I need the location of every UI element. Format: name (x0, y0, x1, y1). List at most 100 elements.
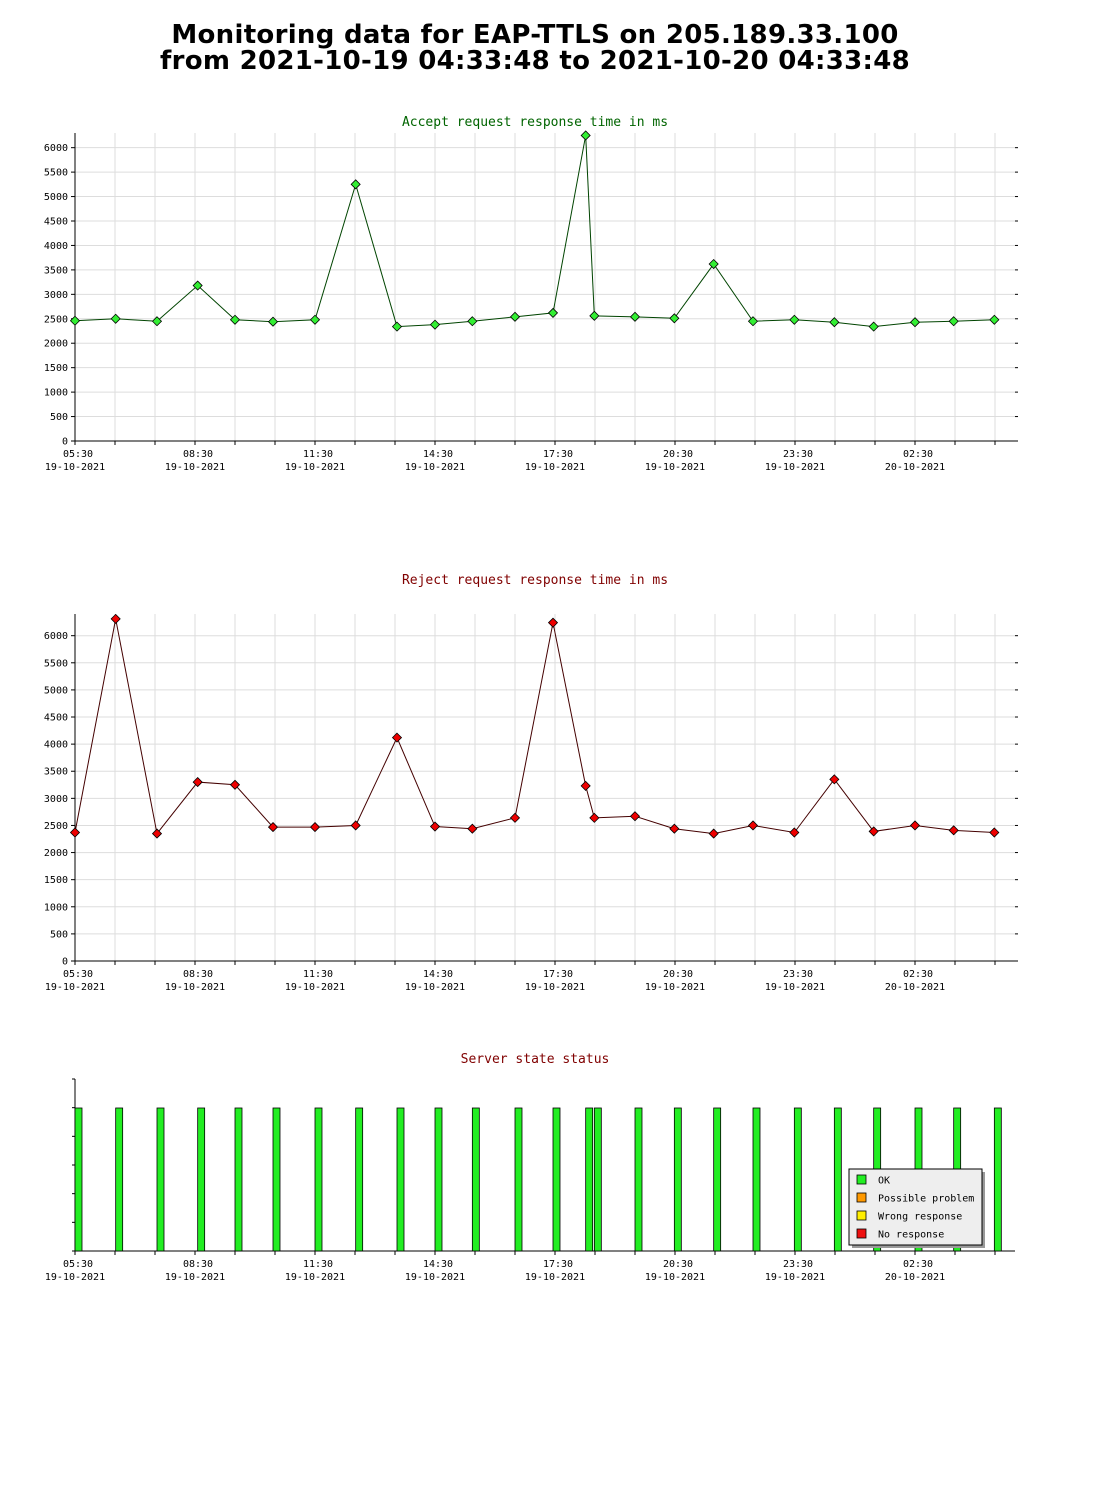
accept-data-point (909, 317, 921, 328)
accept-xtick-date-label: 19-10-2021 (765, 462, 825, 473)
reject-data-point (747, 820, 759, 831)
reject-xtick-date-label: 19-10-2021 (405, 982, 465, 993)
server-state-status-chart: Server state status OK Possible problem Wro… (45, 1052, 1015, 1283)
status-state-bar (752, 1107, 761, 1252)
accept-ytick-label: 3500 (44, 265, 68, 276)
status-xtick-date-label: 19-10-2021 (525, 1272, 585, 1283)
reject-data-point (151, 828, 163, 839)
status-xtick-date-label: 19-10-2021 (405, 1272, 465, 1283)
accept-data-point (989, 314, 1000, 325)
accept-data-point (868, 321, 879, 332)
accept-xtick-time-label: 17:30 (543, 449, 573, 460)
reject-xtick-time-label: 05:30 (63, 969, 93, 980)
reject-xtick-date-label: 19-10-2021 (765, 982, 825, 993)
legend-possible-problem-swatch (856, 1192, 867, 1203)
reject-data-point (509, 812, 521, 823)
legend-wrong-response-swatch (856, 1210, 867, 1221)
accept-data-point (69, 315, 81, 326)
reject-ytick-label: 3000 (44, 794, 68, 805)
status-xtick-time-label: 11:30 (303, 1259, 333, 1270)
status-xtick-date-label: 19-10-2021 (165, 1272, 225, 1283)
reject-data-point (391, 732, 403, 743)
status-xtick-date-label: 19-10-2021 (285, 1272, 345, 1283)
accept-xtick-time-label: 14:30 (423, 449, 453, 460)
reject-xtick-time-label: 14:30 (423, 969, 453, 980)
status-state-bar (833, 1107, 842, 1252)
accept-data-point (229, 314, 241, 325)
status-state-bar (434, 1107, 443, 1252)
legend-wrong-response-label: Wrong response (878, 1212, 962, 1223)
accept-xtick-date-label: 19-10-2021 (405, 462, 465, 473)
accept-data-point (350, 179, 361, 190)
accept-data-point (669, 313, 680, 324)
reject-data-point (547, 617, 559, 628)
status-state-bar (396, 1107, 405, 1252)
reject-xtick-time-label: 11:30 (303, 969, 333, 980)
accept-series-line (74, 135, 995, 328)
reject-data-point (669, 823, 680, 834)
page-title-line2: from 2021-10-19 04:33:48 to 2021-10-20 0… (159, 46, 911, 76)
reject-xtick-date-label: 20-10-2021 (885, 982, 945, 993)
accept-xtick-time-label: 08:30 (183, 449, 213, 460)
reject-response-time-chart: Reject request response time in ms 0 500 10… (44, 573, 1018, 993)
accept-ytick-label: 4000 (44, 241, 68, 252)
accept-xtick-date-label: 19-10-2021 (165, 462, 225, 473)
accept-ytick-label: 500 (50, 412, 68, 423)
legend-box (848, 1168, 983, 1246)
accept-data-point (192, 280, 203, 291)
status-state-bar (115, 1107, 124, 1252)
status-state-bar (272, 1107, 281, 1252)
status-state-bar (234, 1107, 243, 1252)
status-xtick-time-label: 14:30 (423, 1259, 453, 1270)
status-xtick-date-label: 19-10-2021 (645, 1272, 705, 1283)
accept-ytick-label: 5000 (44, 192, 68, 203)
accept-data-point (829, 317, 840, 328)
accept-data-point (589, 310, 600, 321)
accept-xtick-date-label: 19-10-2021 (45, 462, 105, 473)
reject-data-point (948, 825, 959, 836)
reject-chart-title: Reject request response time in ms (402, 573, 668, 588)
reject-data-point (350, 820, 361, 831)
accept-xtick-time-label: 05:30 (63, 449, 93, 460)
reject-data-point (69, 827, 81, 838)
accept-data-point (110, 313, 121, 324)
status-state-bar (355, 1107, 364, 1252)
status-state-bar (514, 1107, 523, 1252)
reject-xtick-time-label: 17:30 (543, 969, 573, 980)
reject-ytick-label: 0 (62, 957, 68, 968)
accept-xtick-time-label: 11:30 (303, 449, 333, 460)
accept-ytick-label: 5500 (44, 168, 68, 179)
status-xtick-time-label: 23:30 (783, 1259, 813, 1270)
status-state-bar (74, 1107, 83, 1252)
reject-data-point (467, 823, 478, 834)
status-state-bar (585, 1107, 594, 1252)
status-state-bar (156, 1107, 165, 1252)
reject-xtick-time-label: 20:30 (663, 969, 693, 980)
reject-xtick-time-label: 08:30 (183, 969, 213, 980)
status-xtick-time-label: 20:30 (663, 1259, 693, 1270)
status-state-bar (471, 1107, 480, 1252)
accept-xtick-date-label: 19-10-2021 (285, 462, 345, 473)
status-state-bar (634, 1107, 643, 1252)
accept-data-point (789, 314, 800, 325)
accept-ytick-label: 2000 (44, 339, 68, 350)
reject-ytick-label: 2500 (44, 821, 68, 832)
accept-data-point (580, 130, 591, 141)
status-state-bar (673, 1107, 682, 1252)
accept-ytick-label: 4500 (44, 217, 68, 228)
reject-data-point (789, 827, 800, 838)
accept-xtick-date-label: 19-10-2021 (645, 462, 705, 473)
reject-data-point (868, 826, 879, 837)
reject-xtick-date-label: 19-10-2021 (285, 982, 345, 993)
reject-xtick-date-label: 19-10-2021 (45, 982, 105, 993)
accept-data-point (747, 316, 759, 327)
legend-ok-swatch (856, 1174, 867, 1185)
accept-data-point (309, 314, 321, 325)
accept-ytick-label: 6000 (44, 143, 68, 154)
reject-ytick-label: 3500 (44, 767, 68, 778)
status-xtick-time-label: 08:30 (183, 1259, 213, 1270)
reject-ytick-label: 4500 (44, 713, 68, 724)
reject-data-point (229, 779, 241, 790)
page-title-line1: Monitoring data for EAP-TTLS on 205.189.… (171, 20, 899, 50)
reject-data-point (989, 827, 1000, 838)
